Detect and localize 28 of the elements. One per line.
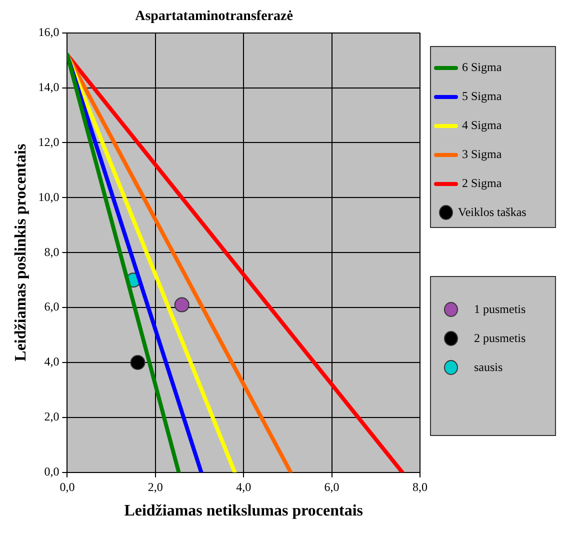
legend-label: 2 pusmetis (474, 331, 526, 346)
x-tick-label: 4,0 (236, 480, 252, 494)
point (130, 355, 146, 370)
legend-label: Veiklos taškas (458, 205, 526, 220)
y-tick-label: 0,0 (44, 464, 60, 479)
legend-label: 6 Sigma (462, 60, 502, 75)
legend-label: 4 Sigma (462, 118, 502, 133)
legend-label: 1 pusmetis (474, 302, 526, 317)
x-tick-label: 0,0 (60, 480, 75, 494)
y-tick-label: 14,0 (38, 80, 60, 94)
legend-label: 3 Sigma (462, 147, 502, 162)
y-tick-label: 16,0 (38, 24, 60, 39)
y-tick-label: 4,0 (44, 354, 60, 369)
y-axis-title: Leidžiamas poslinkis procentais (12, 144, 30, 362)
x-axis-title: Leidžiamas netikslumas procentais (124, 502, 364, 520)
y-tick-label: 10,0 (38, 190, 60, 204)
legend-label: 2 Sigma (462, 176, 502, 191)
y-tick-label: 12,0 (38, 134, 60, 149)
y-tick-label: 6,0 (44, 300, 60, 314)
y-tick-label: 2,0 (44, 410, 60, 424)
x-tick-label: 2,0 (148, 480, 163, 494)
x-tick-label: 6,0 (324, 480, 340, 494)
x-tick-label: 8,0 (412, 480, 428, 494)
chart-title: Aspartataminotransferazė (135, 9, 293, 24)
point (174, 297, 190, 312)
legend-label: 5 Sigma (462, 89, 502, 104)
legend-label: sausis (474, 360, 503, 375)
y-tick-label: 8,0 (44, 244, 60, 259)
